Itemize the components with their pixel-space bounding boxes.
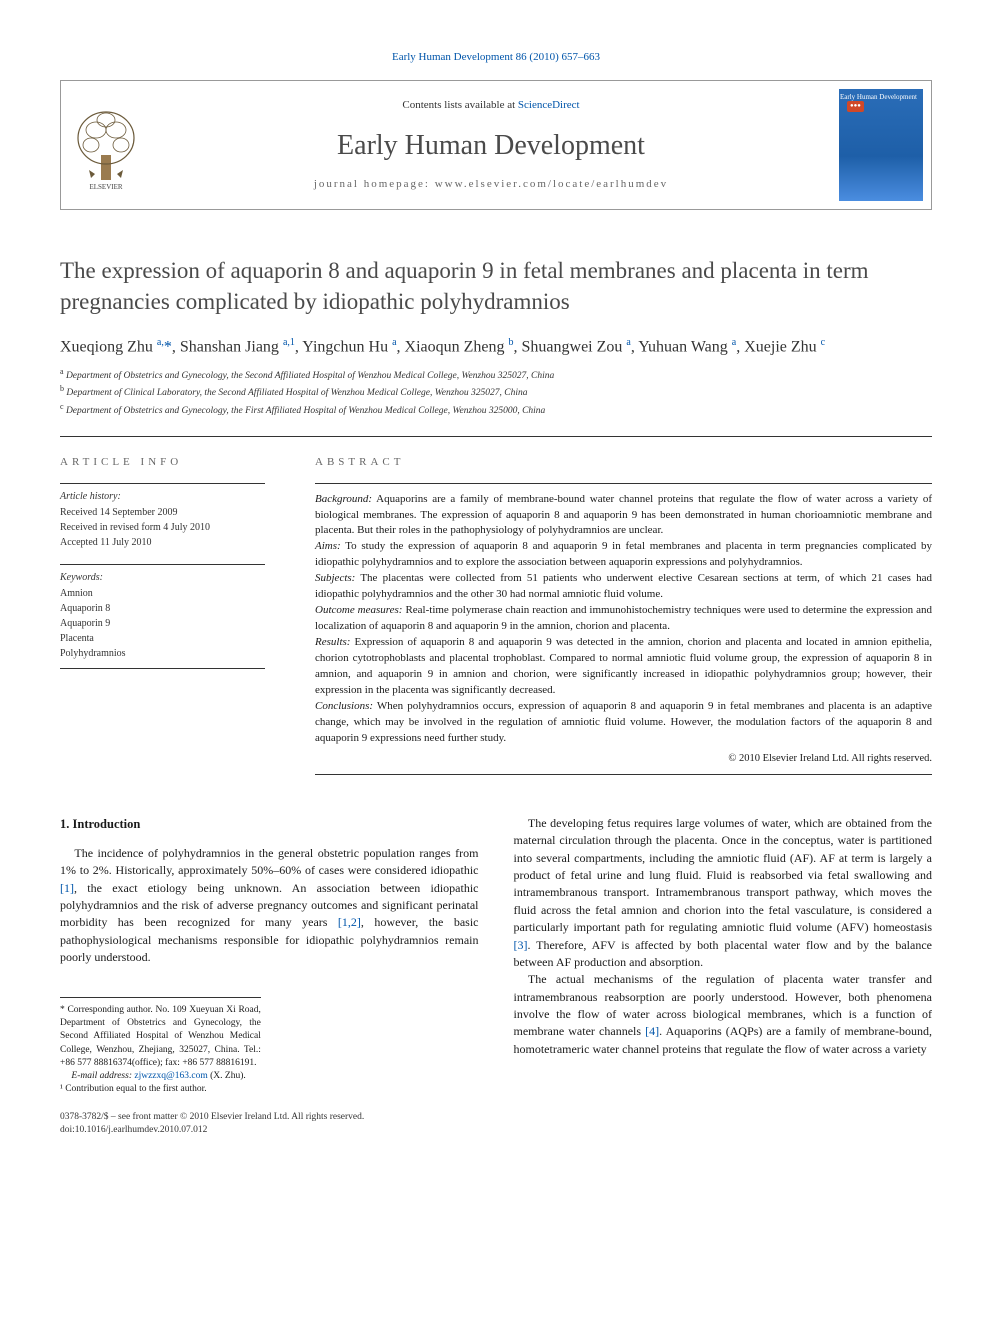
body-left-column: 1. Introduction The incidence of polyhyd… (60, 815, 479, 1138)
article-body: 1. Introduction The incidence of polyhyd… (60, 815, 932, 1138)
issn-line: 0378-3782/$ – see front matter © 2010 El… (60, 1111, 479, 1125)
email-suffix: (X. Zhu). (210, 1071, 246, 1081)
abstract-copyright: © 2010 Elsevier Ireland Ltd. All rights … (315, 751, 932, 766)
intro-heading: 1. Introduction (60, 815, 479, 833)
citation-header: Early Human Development 86 (2010) 657–66… (60, 50, 932, 65)
history-line: Received in revised form 4 July 2010 (60, 521, 265, 535)
abstract-section: Results: Expression of aquaporin 8 and a… (315, 635, 932, 699)
journal-cover: Early Human Development ●●● (831, 81, 931, 209)
abstract-section: Background: Aquaporins are a family of m… (315, 492, 932, 540)
footnotes: * Corresponding author. No. 109 Xueyuan … (60, 997, 261, 1097)
publisher-logo: ELSEVIER (61, 81, 151, 209)
affiliation-line: c Department of Obstetrics and Gynecolog… (60, 401, 932, 418)
abstract-section: Outcome measures: Real-time polymerase c… (315, 603, 932, 635)
body-right-column: The developing fetus requires large volu… (514, 815, 933, 1138)
journal-header: ELSEVIER Contents lists available at Sci… (60, 80, 932, 210)
keyword: Amnion (60, 587, 265, 601)
keyword: Aquaporin 9 (60, 617, 265, 631)
doi-line: doi:10.1016/j.earlhumdev.2010.07.012 (60, 1124, 479, 1138)
article-info-header: ARTICLE INFO (60, 455, 265, 470)
contents-prefix: Contents lists available at (402, 99, 517, 111)
body-paragraph: The incidence of polyhydramnios in the g… (60, 845, 479, 967)
body-paragraph: The actual mechanisms of the regulation … (514, 971, 933, 1058)
journal-homepage: journal homepage: www.elsevier.com/locat… (314, 177, 668, 192)
elsevier-tree-icon: ELSEVIER (71, 100, 141, 190)
corresponding-author: * Corresponding author. No. 109 Xueyuan … (60, 1004, 261, 1070)
body-paragraph: The developing fetus requires large volu… (514, 815, 933, 972)
affiliation-line: a Department of Obstetrics and Gynecolog… (60, 366, 932, 383)
abstract-column: ABSTRACT Background: Aquaporins are a fa… (290, 437, 932, 775)
keyword: Placenta (60, 632, 265, 646)
cover-badge: ●●● (847, 101, 864, 111)
svg-text:ELSEVIER: ELSEVIER (89, 183, 122, 190)
history-label: Article history: (60, 483, 265, 504)
abstract-section: Conclusions: When polyhydramnios occurs,… (315, 699, 932, 747)
author-email[interactable]: zjwzzxq@163.com (134, 1071, 207, 1081)
abstract-body: Background: Aquaporins are a family of m… (315, 483, 932, 775)
keyword: Aquaporin 8 (60, 602, 265, 616)
affiliation-line: b Department of Clinical Laboratory, the… (60, 383, 932, 400)
history-line: Received 14 September 2009 (60, 506, 265, 520)
keywords-label: Keywords: (60, 571, 265, 585)
email-label: E-mail address: (71, 1071, 132, 1081)
keyword: Polyhydramnios (60, 647, 265, 661)
article-info-column: ARTICLE INFO Article history: Received 1… (60, 437, 290, 775)
sciencedirect-link[interactable]: ScienceDirect (518, 99, 580, 111)
journal-title: Early Human Development (337, 126, 645, 165)
history-line: Accepted 11 July 2010 (60, 536, 265, 550)
article-title: The expression of aquaporin 8 and aquapo… (60, 255, 932, 317)
abstract-section: Aims: To study the expression of aquapor… (315, 539, 932, 571)
affiliations: a Department of Obstetrics and Gynecolog… (60, 366, 932, 418)
abstract-header: ABSTRACT (315, 455, 932, 470)
authors-list: Xueqiong Zhu a,*, Shanshan Jiang a,1, Yi… (60, 335, 932, 359)
contents-available: Contents lists available at ScienceDirec… (402, 98, 579, 113)
contribution-note: ¹ Contribution equal to the first author… (60, 1083, 261, 1096)
abstract-section: Subjects: The placentas were collected f… (315, 571, 932, 603)
